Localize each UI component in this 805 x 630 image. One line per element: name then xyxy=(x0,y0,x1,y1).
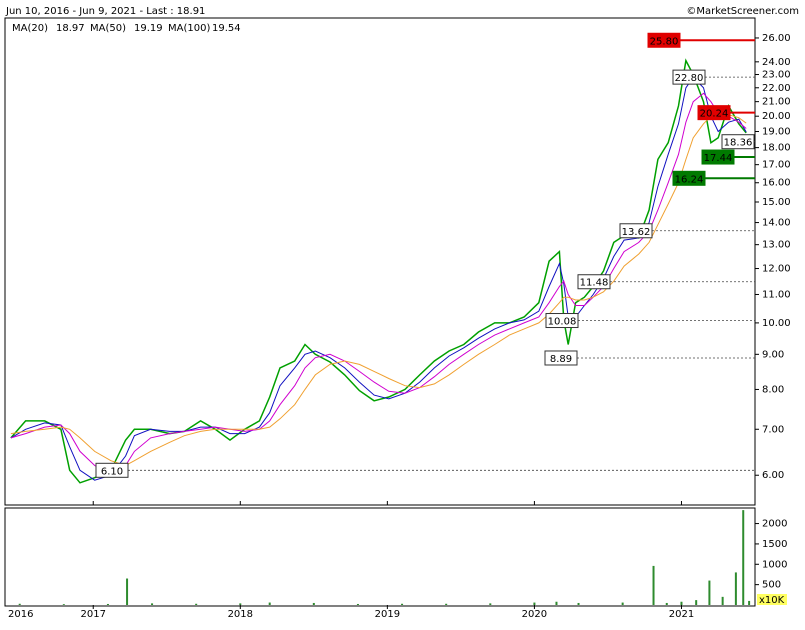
volume-bar xyxy=(680,601,683,605)
x-tick-label: 2018 xyxy=(228,609,253,620)
y-tick-label: 1500 xyxy=(762,539,787,550)
legend-value: 19.54 xyxy=(212,23,241,34)
level-box xyxy=(672,69,706,85)
volume-bar xyxy=(708,580,711,605)
y-tick-label: 11.00 xyxy=(762,289,791,300)
volume-bar xyxy=(621,602,624,605)
level-box xyxy=(721,134,755,150)
level-box xyxy=(545,313,579,329)
y-tick-label: 500 xyxy=(762,580,781,591)
legend-value: 19.19 xyxy=(134,23,163,34)
y-tick-label: 21.00 xyxy=(762,97,791,108)
volume-bar xyxy=(401,603,404,605)
volume-bar xyxy=(695,600,698,605)
x-tick-label: 2016 xyxy=(8,609,33,620)
level-box xyxy=(672,170,706,186)
y-tick-label: 1000 xyxy=(762,559,787,570)
volume-bar xyxy=(18,603,21,605)
y-tick-label: 13.00 xyxy=(762,240,791,251)
level-box xyxy=(544,350,578,366)
y-tick-label: 23.00 xyxy=(762,70,791,81)
volume-bar xyxy=(555,601,558,605)
level-box xyxy=(697,105,731,121)
level-box xyxy=(95,462,129,478)
y-tick-label: 2000 xyxy=(762,519,787,530)
x-tick-label: 2021 xyxy=(669,609,694,620)
y-tick-label: 26.00 xyxy=(762,33,791,44)
y-tick-label: 8.00 xyxy=(762,384,784,395)
level-box xyxy=(647,32,681,48)
volume-bar xyxy=(268,602,271,605)
legend-label: MA(20) xyxy=(12,23,48,34)
level-label: 16.24 xyxy=(675,174,704,185)
y-tick-label: 22.00 xyxy=(762,83,791,94)
chart-subtitle: Jun 10, 2016 - Jun 9, 2021 - Last : 18.9… xyxy=(5,6,205,17)
volume-bar xyxy=(106,603,109,605)
volume-bar xyxy=(151,603,154,605)
credit: ©MarketScreener.com xyxy=(686,6,799,17)
unit-label: x10K xyxy=(759,595,785,606)
level-label: 17.44 xyxy=(704,153,733,164)
y-tick-label: 6.00 xyxy=(762,470,784,481)
volume-panel xyxy=(4,507,756,607)
volume-bar xyxy=(195,603,198,605)
y-tick-label: 15.00 xyxy=(762,197,791,208)
volume-bar xyxy=(239,603,242,605)
volume-bar xyxy=(489,603,492,605)
y-tick-label: 9.00 xyxy=(762,349,784,360)
volume-bar xyxy=(445,603,448,605)
volume-bar xyxy=(734,572,737,605)
level-box xyxy=(619,223,653,239)
volume-bar xyxy=(356,603,359,605)
y-tick-label: 16.00 xyxy=(762,178,791,189)
legend-label: MA(50) xyxy=(90,23,126,34)
volume-bar xyxy=(62,604,65,605)
moving-average-line xyxy=(10,92,747,476)
volume-bar xyxy=(742,510,745,605)
x-tick-label: 2019 xyxy=(375,609,400,620)
y-tick-label: 10.00 xyxy=(762,318,791,329)
x-tick-label: 2020 xyxy=(522,609,547,620)
level-label: 10.08 xyxy=(548,317,577,328)
volume-bar xyxy=(312,602,315,605)
y-tick-label: 24.00 xyxy=(762,57,791,68)
moving-average-line xyxy=(10,114,747,467)
y-tick-label: 18.00 xyxy=(762,143,791,154)
level-label: 6.10 xyxy=(101,466,123,477)
level-box xyxy=(577,274,611,290)
y-tick-label: 7.00 xyxy=(762,424,784,435)
volume-bar xyxy=(721,596,724,605)
level-label: 8.89 xyxy=(550,354,572,365)
volume-bar xyxy=(652,565,655,605)
x-tick-label: 2017 xyxy=(81,609,106,620)
volume-bar xyxy=(533,602,536,605)
price-panel xyxy=(4,17,756,506)
y-tick-label: 12.00 xyxy=(762,264,791,275)
volume-bar xyxy=(577,602,580,605)
volume-bar xyxy=(748,600,751,605)
legend-label: MA(100) xyxy=(168,23,210,34)
moving-average-line xyxy=(10,76,747,481)
level-label: 18.36 xyxy=(724,138,753,149)
y-tick-label: 19.00 xyxy=(762,126,791,137)
level-label: 13.62 xyxy=(622,227,651,238)
legend-value: 18.97 xyxy=(56,23,85,34)
level-label: 22.80 xyxy=(675,73,704,84)
level-label: 20.24 xyxy=(700,109,729,120)
level-box xyxy=(701,149,735,165)
level-label: 25.80 xyxy=(650,36,679,47)
volume-bar xyxy=(665,602,668,605)
y-tick-label: 20.00 xyxy=(762,111,791,122)
unit-box xyxy=(757,594,787,605)
price-line xyxy=(10,58,747,484)
y-tick-label: 17.00 xyxy=(762,160,791,171)
volume-bar xyxy=(126,578,129,605)
y-tick-label: 14.00 xyxy=(762,218,791,229)
level-label: 11.48 xyxy=(580,278,609,289)
